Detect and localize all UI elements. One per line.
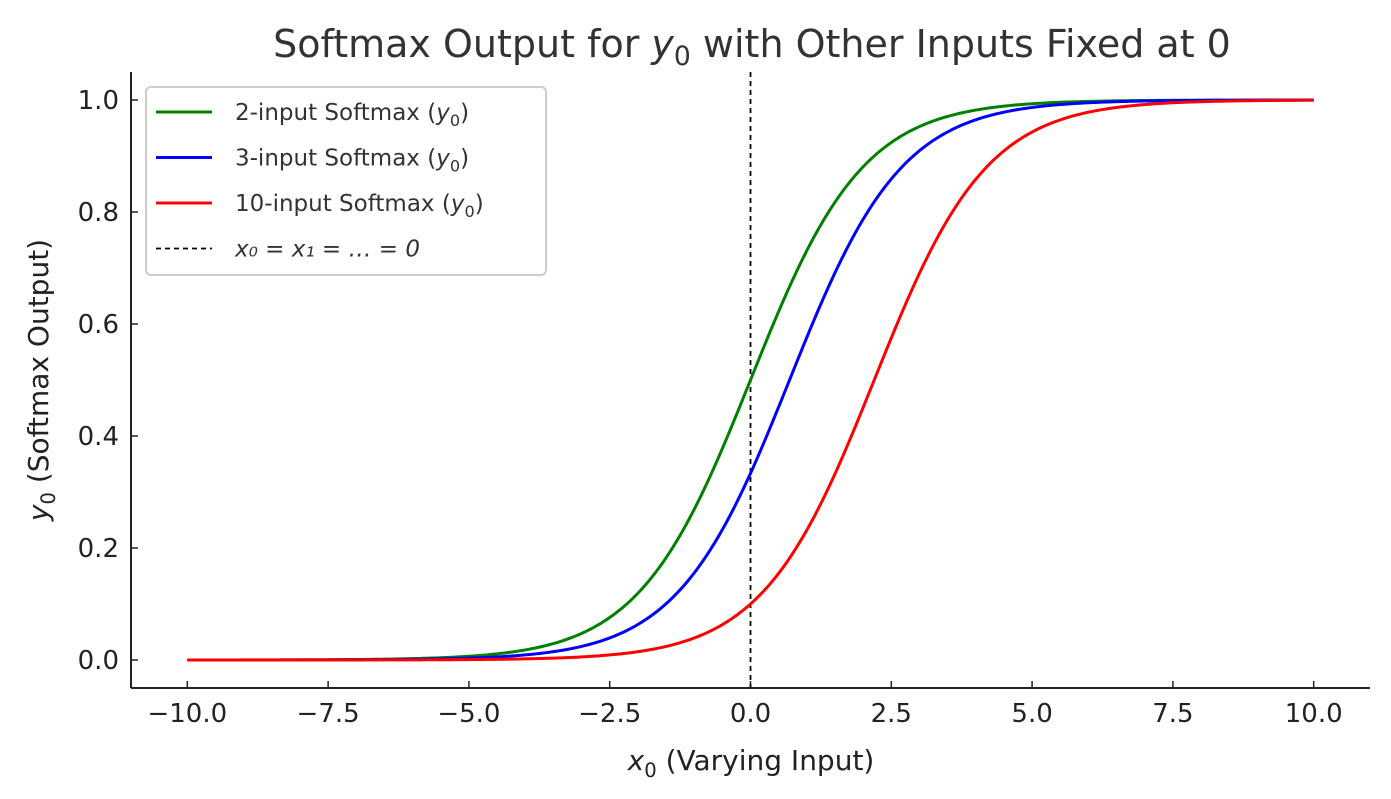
legend-label-var: y xyxy=(435,146,450,172)
title-suffix: with Other Inputs Fixed at 0 xyxy=(691,22,1231,66)
title-var: y xyxy=(650,22,674,66)
series-group xyxy=(187,98,1314,662)
title-sub: 0 xyxy=(674,41,691,72)
xlabel-suffix: (Varying Input) xyxy=(657,744,875,777)
legend-label-sub: 0 xyxy=(464,202,474,221)
x-ticks: −10.0 −7.5 −5.0 −2.5 0.0 2.5 5.0 7.5 10.0 xyxy=(147,681,1343,729)
legend-label-var: y xyxy=(435,100,450,126)
y-ticks: 0.0 0.2 0.4 0.6 0.8 1.0 xyxy=(78,86,138,676)
x-tick-label: 0.0 xyxy=(730,699,771,729)
title-prefix: Softmax Output for xyxy=(273,22,651,66)
x-tick-label: 5.0 xyxy=(1011,699,1052,729)
y-tick-label: 0.8 xyxy=(78,198,119,228)
y-tick-label: 0.2 xyxy=(78,534,119,564)
x-tick-label: −5.0 xyxy=(437,699,500,729)
x-axis-label: x0 (Varying Input) xyxy=(627,744,875,782)
x-tick-label: −10.0 xyxy=(147,699,227,729)
legend-label-var: y xyxy=(450,191,465,217)
xlabel-sub: 0 xyxy=(644,759,656,782)
ylabel-sub: 0 xyxy=(37,492,60,504)
legend-label-close: ) xyxy=(460,146,469,172)
series-line-10-input xyxy=(187,98,1314,662)
xlabel-var: x xyxy=(627,744,645,777)
legend-label-sub: 0 xyxy=(450,157,460,176)
x-tick-label: 10.0 xyxy=(1285,699,1343,729)
legend-label-text: 2-input Softmax ( xyxy=(235,100,436,126)
y-tick-label: 0.6 xyxy=(78,310,119,340)
ylabel-suffix: (Softmax Output) xyxy=(22,239,55,492)
legend-label-3: x₀ = x₁ = … = 0 xyxy=(234,237,420,263)
legend-label-close: ) xyxy=(460,100,469,126)
legend-label-0: 2-input Softmax (y0) xyxy=(235,100,469,130)
y-axis-label: y0 (Softmax Output) xyxy=(22,239,60,522)
y-tick-label: 1.0 xyxy=(78,86,119,116)
x-tick-label: −7.5 xyxy=(297,699,360,729)
legend-box xyxy=(145,86,547,276)
x-tick-label: 7.5 xyxy=(1152,699,1193,729)
legend: 2-input Softmax (y0)3-input Softmax (y0)… xyxy=(145,86,547,276)
legend-label-1: 3-input Softmax (y0) xyxy=(235,146,469,176)
legend-label-text: 3-input Softmax ( xyxy=(235,146,436,172)
y-tick-label: 0.0 xyxy=(78,646,119,676)
y-tick-label: 0.4 xyxy=(78,422,119,452)
legend-label-close: ) xyxy=(475,191,484,217)
ylabel-var: y xyxy=(22,504,55,522)
legend-label-text: 10-input Softmax ( xyxy=(235,191,451,217)
x-tick-label: −2.5 xyxy=(578,699,641,729)
legend-label-2: 10-input Softmax (y0) xyxy=(235,191,484,221)
x-tick-label: 2.5 xyxy=(871,699,912,729)
legend-label-sub: 0 xyxy=(450,111,460,130)
chart-title: Softmax Output for y0 with Other Inputs … xyxy=(273,22,1231,72)
